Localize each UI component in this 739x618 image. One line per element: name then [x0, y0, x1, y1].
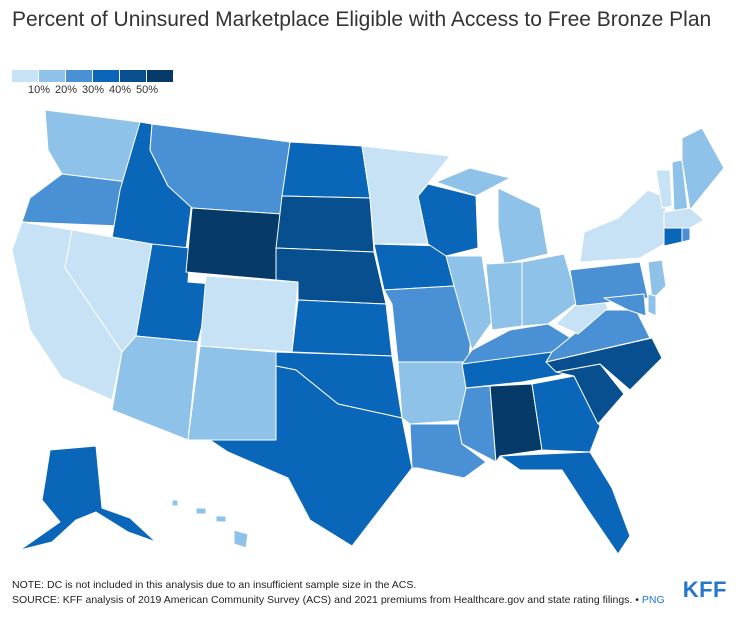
legend-tick-40: 40% — [108, 84, 132, 96]
us-states-map — [11, 109, 725, 555]
state-oregon — [21, 173, 129, 227]
state-illinois — [445, 255, 493, 351]
state-kansas — [291, 299, 393, 357]
state-wisconsin — [417, 183, 479, 257]
legend-swatch-5 — [120, 70, 146, 82]
state-michigan — [497, 187, 549, 265]
source-line: SOURCE: KFF analysis of 2019 American Co… — [12, 593, 665, 608]
state-delaware — [647, 293, 657, 317]
state-alabama — [489, 383, 543, 463]
source-text: SOURCE: KFF analysis of 2019 American Co… — [12, 594, 639, 606]
state-maine — [681, 127, 725, 211]
state-florida — [499, 451, 631, 555]
state-colorado — [199, 275, 299, 353]
state-arizona — [111, 335, 199, 441]
png-link[interactable]: PNG — [641, 594, 665, 606]
state-maryland — [603, 293, 647, 317]
state-south-dakota — [275, 195, 375, 253]
chart-title: Percent of Uninsured Marketplace Eligibl… — [12, 8, 712, 31]
note-text: NOTE: DC is not included in this analysi… — [12, 579, 417, 591]
state-texas — [209, 365, 413, 547]
state-hawaii — [171, 499, 249, 549]
state-arkansas — [397, 361, 469, 425]
state-indiana — [485, 261, 523, 331]
legend-swatch-3 — [66, 70, 92, 82]
state-new-york — [579, 189, 667, 263]
legend-tick-30: 30% — [81, 84, 105, 96]
legend-swatch-1 — [12, 70, 38, 82]
legend-ticks: 10% 20% 30% 40% 50% — [12, 82, 174, 96]
footnote: NOTE: DC is not included in this analysi… — [12, 578, 665, 608]
state-north-dakota — [281, 141, 371, 199]
state-alaska — [19, 445, 157, 551]
state-connecticut — [663, 227, 683, 247]
state-new-mexico — [187, 345, 277, 441]
state-ohio — [521, 253, 579, 327]
legend-tick-10: 10% — [27, 84, 51, 96]
state-wyoming — [185, 207, 283, 281]
legend-swatches — [12, 70, 174, 82]
legend-swatch-4 — [93, 70, 119, 82]
state-massachusetts — [663, 207, 705, 229]
kff-logo: KFF — [682, 577, 727, 602]
state-michigan-upper — [435, 167, 511, 197]
state-new-jersey — [647, 259, 667, 301]
state-vermont — [655, 169, 673, 209]
legend-swatch-6 — [147, 70, 173, 82]
state-rhode-island — [681, 227, 691, 243]
legend-tick-50: 50% — [135, 84, 159, 96]
legend-swatch-2 — [39, 70, 65, 82]
color-legend: 10% 20% 30% 40% 50% — [12, 70, 174, 96]
state-north-carolina — [545, 337, 663, 391]
legend-tick-20: 20% — [54, 84, 78, 96]
